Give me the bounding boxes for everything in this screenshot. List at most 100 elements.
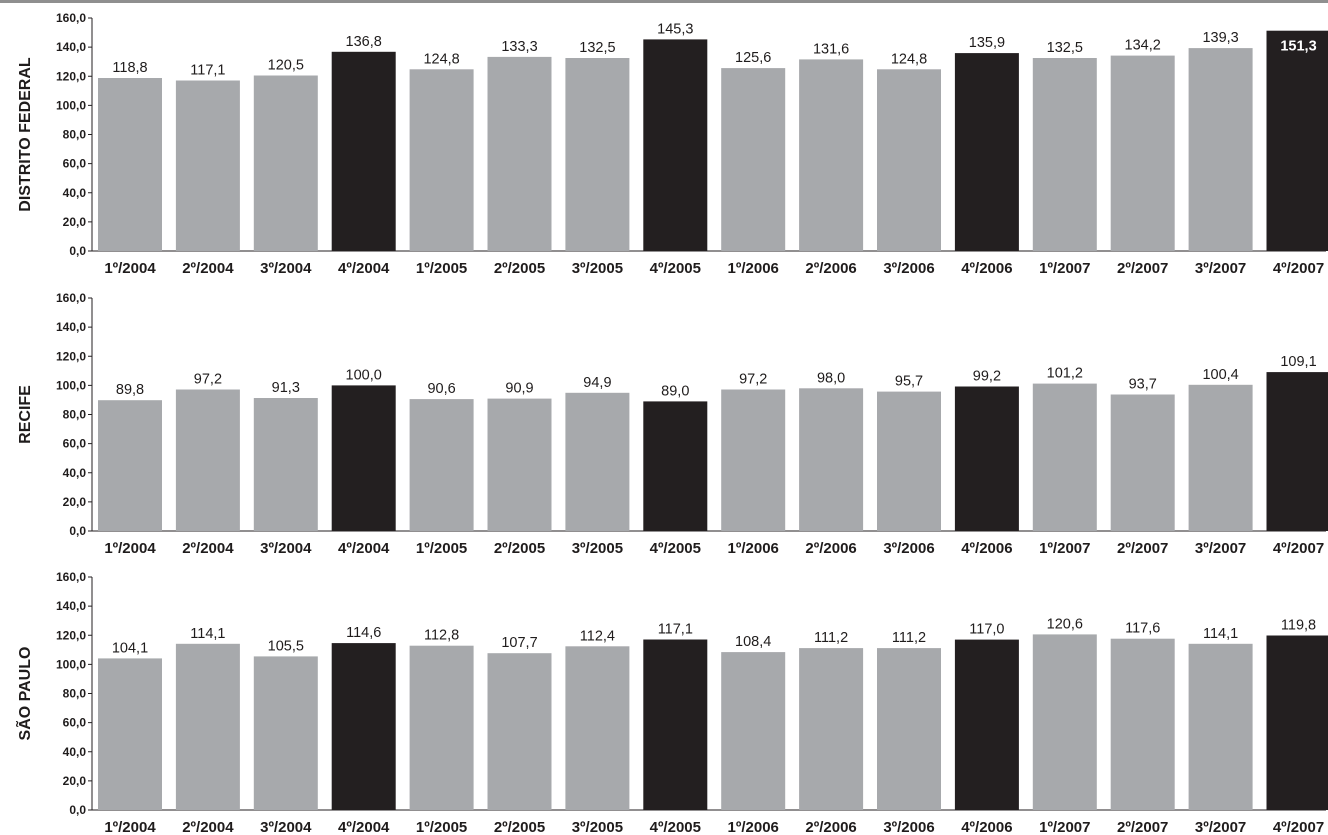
bar <box>877 391 941 531</box>
bar <box>954 386 1019 531</box>
y-tick-label: 80,0 <box>63 408 87 422</box>
data-label: 136,8 <box>346 34 382 50</box>
bar <box>643 401 708 531</box>
y-tick-label: 0,0 <box>69 803 86 817</box>
bar <box>721 389 786 531</box>
y-tick-label: 60,0 <box>63 437 87 451</box>
data-label: 104,1 <box>112 640 148 656</box>
bar <box>1188 384 1253 531</box>
y-tick-label: 120,0 <box>56 69 86 83</box>
x-tick-label: 1º/2005 <box>416 540 467 557</box>
data-label: 131,6 <box>813 41 849 57</box>
data-label: 111,2 <box>814 630 848 646</box>
y-tick-label: 20,0 <box>63 774 87 788</box>
x-tick-label: 4º/2004 <box>338 260 390 277</box>
bar <box>175 643 240 810</box>
x-tick-label: 1º/2004 <box>104 540 156 557</box>
data-label: 124,8 <box>423 51 459 67</box>
chart-panel-3: SÃO PAULO 0,0 20,0 40,0 60,0 80,0 100,0 120,0 14… <box>14 570 1328 835</box>
bar <box>1032 383 1097 531</box>
x-tick-label: 1º/2007 <box>1039 260 1090 277</box>
x-tick-label: 3º/2007 <box>1195 260 1246 277</box>
bar <box>253 398 318 531</box>
data-label: 89,8 <box>116 382 144 398</box>
data-label: 134,2 <box>1125 38 1161 54</box>
y-tick-label: 100,0 <box>56 657 86 671</box>
x-tick-label: 2º/2006 <box>805 819 856 835</box>
x-tick-label: 3º/2004 <box>260 540 312 557</box>
x-tick-label: 4º/2005 <box>650 540 701 557</box>
x-tick-label: 2º/2006 <box>805 540 856 557</box>
y-tick-label: 120,0 <box>56 349 86 363</box>
data-label: 98,0 <box>817 370 845 386</box>
bar <box>954 639 1019 810</box>
y-axis-label: SÃO PAULO <box>14 647 34 741</box>
x-tick-label: 3º/2006 <box>883 819 934 835</box>
data-label: 117,1 <box>658 622 693 638</box>
bar <box>331 385 396 531</box>
bar <box>799 648 864 810</box>
x-tick-label: 2º/2007 <box>1117 819 1168 835</box>
bar <box>1188 48 1253 251</box>
data-label: 145,3 <box>657 21 693 37</box>
bar <box>799 388 864 531</box>
data-label: 125,6 <box>735 50 771 66</box>
bar <box>1266 635 1328 810</box>
bar <box>487 653 552 810</box>
bar <box>331 643 396 810</box>
bar <box>799 59 864 252</box>
y-tick-label: 80,0 <box>63 128 87 142</box>
y-tick-label: 160,0 <box>56 570 86 584</box>
x-tick-label: 2º/2007 <box>1117 260 1168 277</box>
bar <box>1266 372 1328 531</box>
data-label: 124,8 <box>891 51 927 67</box>
x-tick-label: 1º/2005 <box>416 260 467 277</box>
bar <box>175 80 240 251</box>
x-tick-label: 2º/2005 <box>494 540 545 557</box>
y-tick-label: 120,0 <box>56 628 86 642</box>
y-tick-label: 140,0 <box>56 40 86 54</box>
bar <box>565 646 630 810</box>
data-label: 97,2 <box>739 372 767 388</box>
data-label: 117,6 <box>1125 621 1160 637</box>
data-label: 107,7 <box>501 635 537 651</box>
data-label: 105,5 <box>268 638 304 654</box>
x-tick-label: 1º/2007 <box>1039 819 1090 835</box>
bar <box>487 56 552 252</box>
y-tick-label: 80,0 <box>63 687 87 701</box>
bar <box>409 69 474 251</box>
bar <box>877 69 941 251</box>
x-tick-label: 4º/2006 <box>961 260 1012 277</box>
data-label: 114,6 <box>346 625 381 641</box>
y-tick-label: 20,0 <box>63 215 87 229</box>
data-label: 97,2 <box>194 372 222 388</box>
data-label: 89,0 <box>661 383 689 399</box>
x-tick-label: 2º/2006 <box>805 260 856 277</box>
bar <box>409 399 474 531</box>
data-label: 95,7 <box>895 374 923 390</box>
x-tick-label: 3º/2004 <box>260 260 312 277</box>
data-label: 90,9 <box>505 381 533 397</box>
bar <box>721 652 786 810</box>
x-tick-label: 1º/2006 <box>728 540 779 557</box>
bar <box>565 392 630 531</box>
bar <box>1188 643 1253 810</box>
data-label: 114,1 <box>1203 626 1238 642</box>
y-tick-label: 60,0 <box>63 157 87 171</box>
data-label: 108,4 <box>735 634 771 650</box>
data-label: 135,9 <box>969 35 1005 51</box>
x-tick-label: 4º/2007 <box>1273 540 1324 557</box>
x-tick-label: 2º/2005 <box>494 260 545 277</box>
top-rule <box>0 0 1328 3</box>
x-tick-label: 3º/2006 <box>883 260 934 277</box>
data-label: 111,2 <box>892 630 926 646</box>
data-label: 117,1 <box>190 63 225 79</box>
x-tick-label: 4º/2006 <box>961 819 1012 835</box>
data-label: 91,3 <box>272 380 300 396</box>
data-label: 117,0 <box>969 622 1004 638</box>
y-tick-label: 40,0 <box>63 466 87 480</box>
chart-panel-1: DISTRITO FEDERAL 0,0 20,0 40,0 60,0 80,0 100,0… <box>17 11 1328 277</box>
bar <box>1266 30 1328 252</box>
bar <box>98 658 162 810</box>
